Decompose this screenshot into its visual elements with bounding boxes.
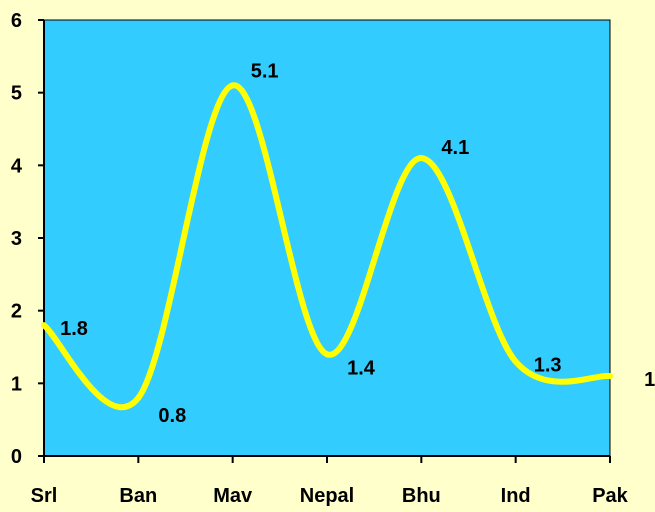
data-point <box>512 358 519 365</box>
y-tick-label: 1 <box>11 373 22 395</box>
plot-area <box>43 19 611 457</box>
series-group <box>41 82 613 411</box>
axes: 0 1 2 3 4 5 6 Srl Ban Mav Nepal Bhu Ind Pak <box>11 10 629 507</box>
x-tick-label: Srl <box>31 485 58 507</box>
series-line <box>41 82 613 411</box>
data-label: 5.1 <box>251 60 279 82</box>
y-tick-label: 3 <box>11 228 22 250</box>
data-label: 0.8 <box>158 405 186 427</box>
data-label: 1.1 <box>644 369 655 391</box>
x-tick-label: Ban <box>119 485 157 507</box>
data-label: 1.3 <box>534 355 562 377</box>
y-tick-label: 2 <box>11 301 22 323</box>
data-label: 4.1 <box>441 137 469 159</box>
x-tick-label: Pak <box>592 485 628 507</box>
y-tick-label: 4 <box>11 155 23 177</box>
y-tick-label: 6 <box>11 10 22 32</box>
data-label: 1.4 <box>347 357 376 379</box>
data-point <box>135 394 142 401</box>
x-tick-label: Nepal <box>300 485 354 507</box>
labels-group: 1.8 0.8 5.1 1.4 4.1 1.3 1.1 <box>60 60 655 426</box>
x-tick-label: Bhu <box>402 485 441 507</box>
data-point <box>324 351 330 358</box>
data-point <box>229 82 236 89</box>
x-tick-label: Ind <box>501 485 531 507</box>
data-point <box>41 322 47 329</box>
y-tick-label: 0 <box>11 446 22 468</box>
x-tick-label: Mav <box>213 485 253 507</box>
data-label: 1.8 <box>60 318 88 340</box>
data-point <box>418 155 425 162</box>
y-tick-label: 5 <box>11 83 22 105</box>
data-point <box>607 373 613 380</box>
